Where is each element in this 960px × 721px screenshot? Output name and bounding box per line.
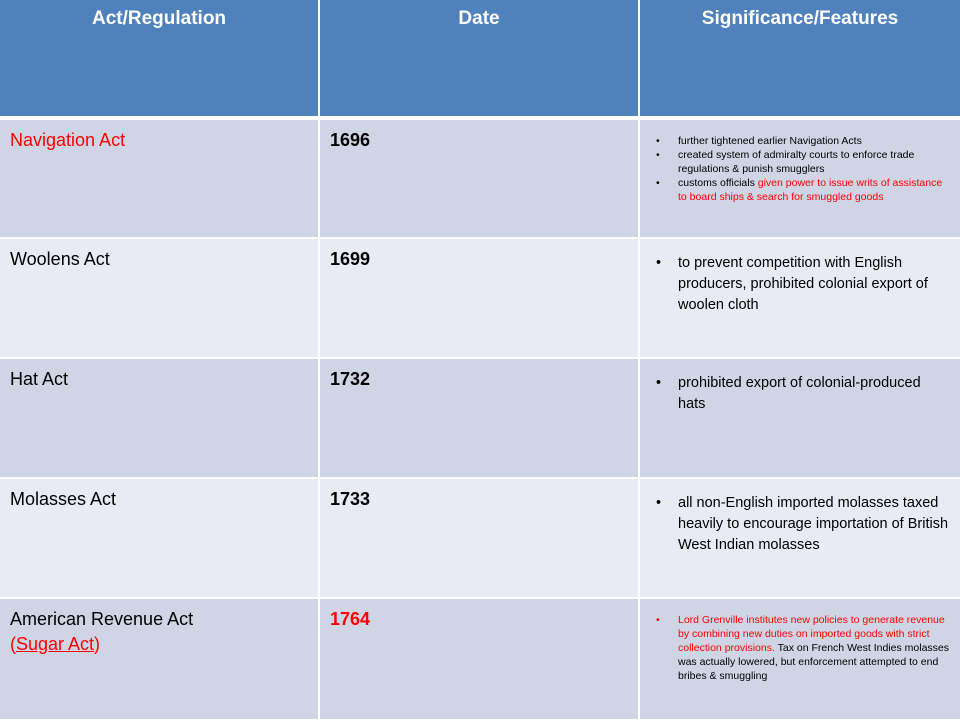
feature-highlight: Lord Grenville institutes new policies t… — [678, 614, 945, 654]
act-name: Woolens Act — [0, 238, 320, 359]
act-name: American Revenue Act (Sugar Act) — [0, 598, 320, 721]
act-name: Navigation Act — [0, 118, 320, 239]
act-name: Molasses Act — [0, 478, 320, 599]
act-features: Lord Grenville institutes new policies t… — [639, 598, 960, 721]
feature-list: Lord Grenville institutes new policies t… — [650, 613, 952, 683]
table-row: Molasses Act 1733 all non-English import… — [0, 478, 960, 599]
feature-item: further tightened earlier Navigation Act… — [656, 134, 952, 148]
feature-item: created system of admiralty courts to en… — [656, 148, 952, 176]
sugar-act-link[interactable]: Sugar Act — [16, 634, 95, 654]
feature-item: customs officials given power to issue w… — [656, 176, 952, 204]
act-name: Hat Act — [0, 358, 320, 479]
act-features: to prevent competition with English prod… — [639, 238, 960, 359]
act-features: further tightened earlier Navigation Act… — [639, 118, 960, 239]
paren-close: ) — [94, 634, 101, 654]
header-row: Act/Regulation Date Significance/Feature… — [0, 0, 960, 120]
feature-list: further tightened earlier Navigation Act… — [650, 134, 952, 204]
act-features: all non-English imported molasses taxed … — [639, 478, 960, 599]
header-date: Date — [319, 0, 640, 120]
feature-list: prohibited export of colonial-produced h… — [650, 373, 952, 415]
feature-item: prohibited export of colonial-produced h… — [656, 373, 952, 415]
act-date: 1732 — [319, 358, 640, 479]
feature-text: customs officials — [678, 177, 758, 189]
feature-text: Tax on French West Indies molasses was a… — [678, 642, 949, 682]
paren-open: ( — [10, 634, 16, 654]
act-features: prohibited export of colonial-produced h… — [639, 358, 960, 479]
feature-item: Lord Grenville institutes new policies t… — [656, 613, 952, 683]
table-row: Hat Act 1732 prohibited export of coloni… — [0, 358, 960, 479]
feature-list: to prevent competition with English prod… — [650, 253, 952, 316]
act-date: 1733 — [319, 478, 640, 599]
table-row: Navigation Act 1696 further tightened ea… — [0, 118, 960, 239]
act-date: 1696 — [319, 118, 640, 239]
feature-list: all non-English imported molasses taxed … — [650, 493, 952, 556]
feature-highlight: given power to issue writs of assistance… — [678, 177, 943, 203]
act-date: 1699 — [319, 238, 640, 359]
header-features: Significance/Features — [639, 0, 960, 120]
act-alias: (Sugar Act) — [10, 634, 308, 655]
table-row: Woolens Act 1699 to prevent competition … — [0, 238, 960, 359]
header-act: Act/Regulation — [0, 0, 320, 120]
table-row: American Revenue Act (Sugar Act) 1764 Lo… — [0, 598, 960, 721]
feature-item: to prevent competition with English prod… — [656, 253, 952, 316]
act-name-main: American Revenue Act — [10, 609, 194, 629]
act-date: 1764 — [319, 598, 640, 721]
feature-item: all non-English imported molasses taxed … — [656, 493, 952, 556]
